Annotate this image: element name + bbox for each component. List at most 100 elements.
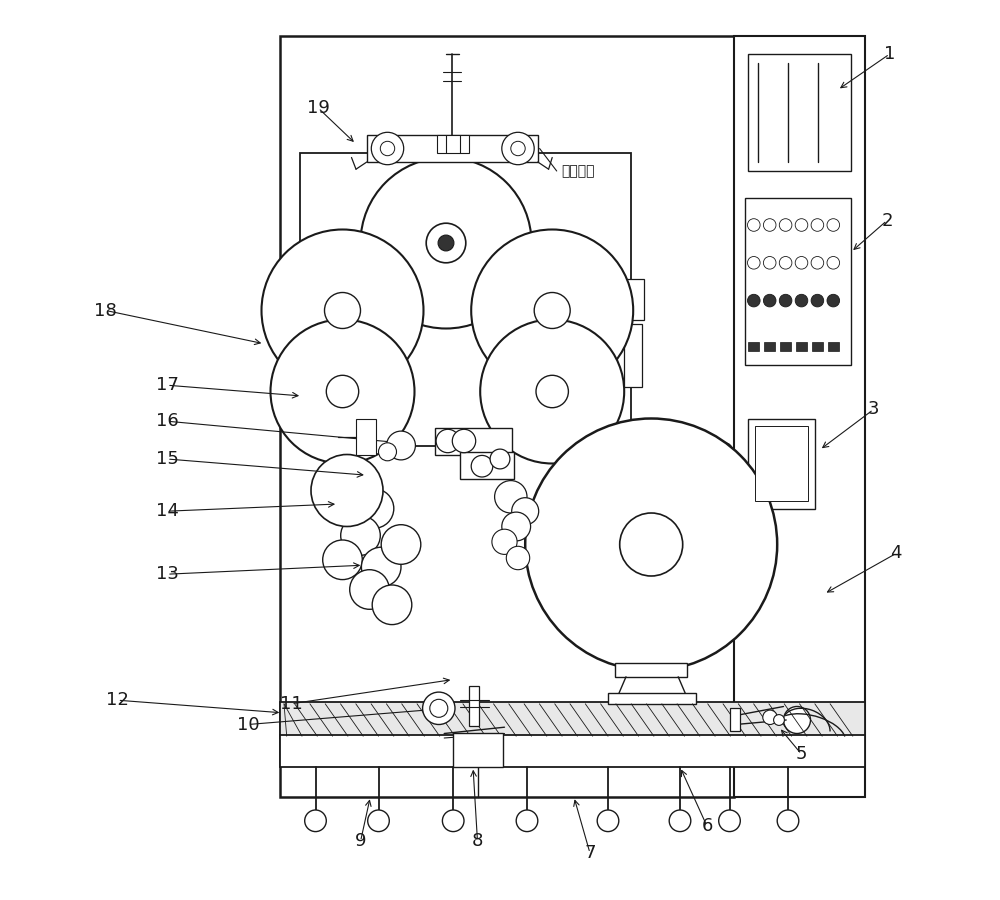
Circle shape — [748, 294, 760, 307]
Circle shape — [430, 699, 448, 717]
Circle shape — [511, 141, 525, 156]
Text: 10: 10 — [237, 716, 259, 733]
Bar — [460, 452, 514, 479]
Circle shape — [811, 219, 824, 231]
Circle shape — [471, 230, 633, 392]
Circle shape — [669, 810, 691, 832]
Circle shape — [350, 570, 389, 609]
Circle shape — [452, 429, 476, 453]
Circle shape — [360, 158, 532, 328]
Circle shape — [512, 498, 539, 525]
Bar — [734, 36, 864, 796]
Circle shape — [597, 810, 619, 832]
Circle shape — [480, 320, 624, 464]
Bar — [280, 36, 734, 796]
Circle shape — [827, 219, 840, 231]
Circle shape — [354, 489, 394, 528]
Text: 边料废膜: 边料废膜 — [561, 164, 595, 178]
Bar — [608, 693, 696, 704]
Text: 15: 15 — [156, 450, 178, 468]
Circle shape — [502, 132, 534, 165]
Circle shape — [323, 540, 362, 580]
Bar — [453, 733, 503, 767]
Circle shape — [372, 585, 412, 625]
Circle shape — [763, 710, 777, 724]
Circle shape — [332, 466, 371, 506]
Text: 19: 19 — [307, 99, 330, 117]
Circle shape — [492, 529, 517, 554]
Bar — [755, 426, 808, 501]
Circle shape — [777, 810, 799, 832]
Text: 14: 14 — [156, 502, 178, 520]
Circle shape — [442, 810, 464, 832]
Bar — [300, 153, 631, 445]
Bar — [435, 428, 512, 454]
Circle shape — [748, 256, 760, 269]
Circle shape — [763, 256, 776, 269]
Bar — [780, 342, 791, 351]
Circle shape — [827, 256, 840, 269]
Circle shape — [361, 547, 401, 587]
Bar — [282, 324, 300, 387]
Text: 4: 4 — [890, 544, 902, 562]
Circle shape — [811, 256, 824, 269]
Bar — [367, 135, 538, 162]
Text: 1: 1 — [884, 45, 895, 63]
Circle shape — [270, 320, 415, 464]
Circle shape — [719, 810, 740, 832]
Text: 6: 6 — [701, 817, 713, 835]
Circle shape — [534, 292, 570, 328]
Circle shape — [380, 141, 395, 156]
Bar — [280, 702, 864, 738]
Text: 8: 8 — [472, 832, 483, 850]
Circle shape — [516, 810, 538, 832]
Circle shape — [324, 292, 360, 328]
Bar — [356, 418, 376, 454]
Bar — [624, 279, 644, 320]
Circle shape — [795, 256, 808, 269]
Bar — [730, 708, 740, 731]
Bar — [748, 342, 759, 351]
Circle shape — [311, 454, 383, 526]
Circle shape — [438, 235, 454, 251]
Circle shape — [779, 219, 792, 231]
Bar — [468, 686, 479, 726]
Text: 12: 12 — [106, 691, 129, 709]
Circle shape — [371, 132, 404, 165]
Circle shape — [381, 525, 421, 564]
Text: 5: 5 — [796, 745, 807, 763]
Circle shape — [495, 481, 527, 513]
Circle shape — [795, 294, 808, 307]
Circle shape — [779, 256, 792, 269]
Bar — [437, 135, 468, 153]
Text: 13: 13 — [156, 565, 178, 583]
Circle shape — [423, 692, 455, 724]
Circle shape — [779, 294, 792, 307]
Circle shape — [620, 513, 683, 576]
Circle shape — [536, 375, 568, 408]
Text: 17: 17 — [156, 376, 178, 394]
Text: 7: 7 — [584, 844, 596, 862]
Circle shape — [811, 294, 824, 307]
Text: 18: 18 — [94, 302, 117, 319]
Bar — [812, 342, 823, 351]
Circle shape — [748, 219, 760, 231]
Bar — [624, 324, 642, 387]
Circle shape — [795, 219, 808, 231]
Bar — [282, 279, 302, 320]
Circle shape — [774, 715, 784, 725]
Circle shape — [763, 294, 776, 307]
Bar — [764, 342, 775, 351]
Circle shape — [763, 219, 776, 231]
Circle shape — [378, 443, 396, 461]
Bar — [280, 735, 864, 767]
Text: 9: 9 — [355, 832, 366, 850]
Circle shape — [341, 516, 380, 555]
Bar — [796, 342, 807, 351]
Circle shape — [506, 546, 530, 570]
Circle shape — [718, 443, 732, 457]
Circle shape — [784, 706, 810, 733]
Circle shape — [368, 810, 389, 832]
Circle shape — [262, 230, 424, 392]
Circle shape — [827, 294, 840, 307]
